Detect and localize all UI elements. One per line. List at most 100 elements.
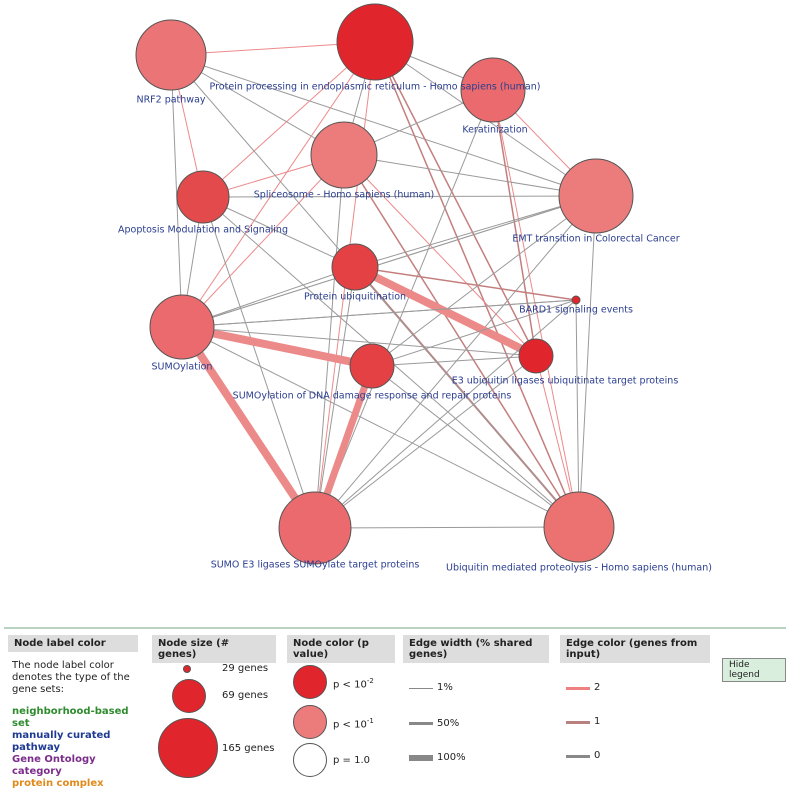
edge [178,324,319,531]
edge [575,299,580,528]
color-circle [293,665,327,699]
edge-color-label: 1 [594,716,601,727]
hide-legend-button[interactable]: Hide legend [722,658,786,682]
color-line [566,687,590,690]
legend-header: Edge width (% shared genes) [403,635,549,663]
label-color-legend: Node label color The node label color de… [8,635,138,790]
edge [343,154,537,357]
width-label: 1% [437,682,453,693]
size-legend: Node size (# genes) 29 genes 69 genes 16… [152,635,276,778]
edge [343,154,597,197]
node [310,121,378,189]
edge [202,195,597,198]
edge-color-legend: Edge color (genes from input) 2 1 0 [560,635,710,775]
edge [314,266,356,529]
node-label: SUMO E3 ligases SUMOylate target protein… [211,560,420,571]
edge [374,41,537,357]
edge [343,154,580,528]
size-label: 165 genes [222,743,275,754]
color-label: p < 10-1 [333,717,374,731]
legend-text: The node label color denotes the type of… [12,660,130,695]
node-label: EMT transition in Colorectal Cancer [512,234,679,245]
node-label: NRF2 pathway [136,95,205,106]
node [331,243,379,291]
legend: Node label color The node label color de… [4,627,786,789]
node [460,57,526,123]
node-label: Protein ubiquitination [304,292,406,303]
edge [181,195,597,328]
node-label: Protein processing in endoplasmic reticu… [210,82,541,93]
node [518,338,554,374]
edge [314,299,577,529]
edge-color-label: 0 [594,750,601,761]
color-line [566,755,590,758]
edge [170,54,183,328]
network: NRF2 pathway Protein processing in endopl… [118,3,712,574]
node-label: Ubiquitin mediated proteolysis - Homo sa… [446,563,712,574]
edge [492,89,580,528]
node [571,295,581,305]
edge [578,195,597,528]
node-label: BARD1 signaling events [519,305,633,316]
node-label: SUMOylation [152,362,213,373]
node [558,158,634,234]
edge [181,154,345,328]
color-circle [293,705,327,739]
edge [371,365,580,528]
edge [354,195,597,268]
node-label: Spliceosome - Homo sapiens (human) [254,190,434,201]
edge [202,41,376,198]
legend-header: Node label color [8,635,138,652]
edge [314,89,494,529]
color-circle [293,743,327,777]
node [135,19,207,91]
node-label: Keratinization [462,125,527,136]
edge [170,54,580,528]
node-label: E3 ubiquitin ligases ubiquitinate target… [452,376,679,387]
edge-color-label: 2 [594,682,601,693]
width-label: 50% [437,718,460,729]
size-circle [172,679,206,713]
edge [202,196,356,268]
edge [314,526,580,529]
edge [181,326,580,528]
size-label: 29 genes [222,663,269,674]
node-label: Apoptosis Modulation and Signaling [118,225,288,236]
legend-header: Node color (p value) [287,635,395,663]
node [278,491,352,565]
color-line [566,721,590,724]
type-label: manually curated pathway [12,730,111,753]
edge [353,263,538,360]
edge [314,355,537,529]
size-circle [183,665,191,673]
node [176,170,230,224]
edge [354,266,577,301]
edge [181,41,376,328]
edge [181,299,577,328]
node [543,491,615,563]
width-label: 100% [437,752,466,763]
type-label: Gene Ontology category [12,754,96,777]
edge [371,355,537,367]
width-line [409,722,433,725]
node [349,343,395,389]
node [149,294,215,360]
edge [492,89,537,357]
legend-header: Node size (# genes) [152,635,276,663]
edge-width-legend: Edge width (% shared genes) 1% 50% 100% [403,635,549,775]
node [336,3,414,81]
width-line [409,755,433,761]
edge [371,299,577,367]
node-label: SUMOylation of DNA damage response and r… [233,391,512,402]
edge [314,154,345,529]
edge [371,195,597,367]
edge [314,195,597,529]
edge [181,326,537,357]
edge [202,196,316,529]
type-label: neighborhood-based set [12,706,129,729]
size-circle [158,718,218,778]
color-label: p < 10-2 [333,677,374,691]
color-legend: Node color (p value) p < 10-2 p < 10-1 p… [287,635,395,777]
legend-header: Edge color (genes from input) [560,635,710,663]
